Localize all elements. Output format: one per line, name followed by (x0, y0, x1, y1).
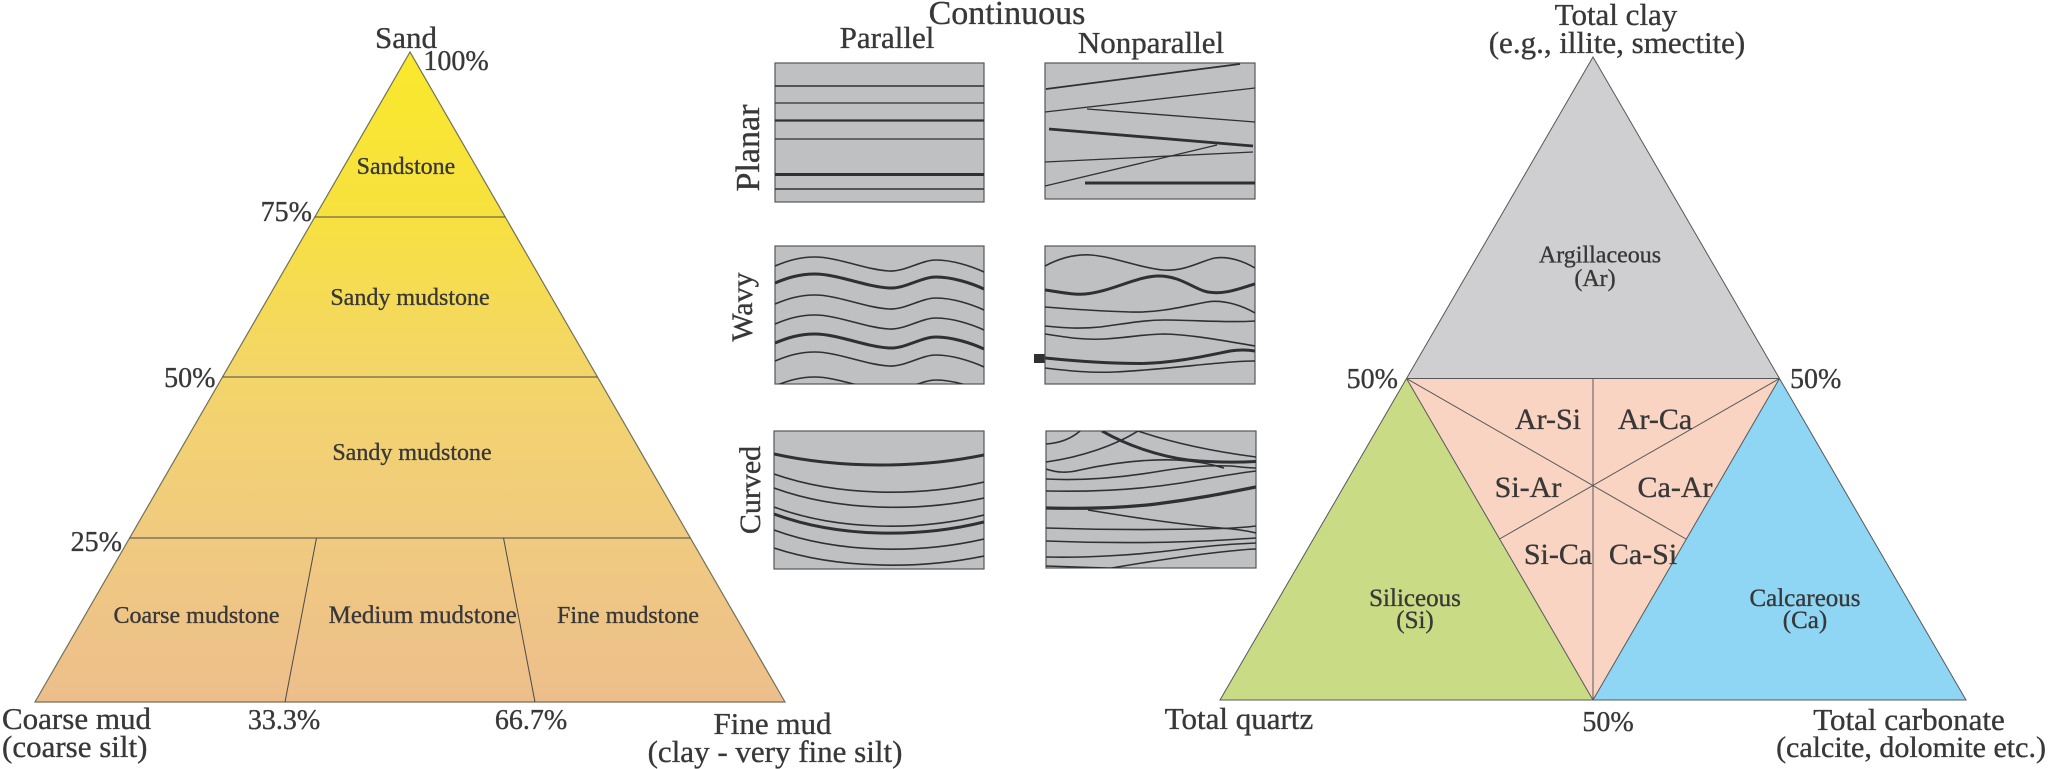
svg-text:Curved: Curved (734, 446, 767, 534)
svg-text:(calcite, dolomite etc.): (calcite, dolomite etc.) (1776, 731, 2046, 764)
svg-text:Nonparallel: Nonparallel (1078, 25, 1224, 60)
svg-text:Coarse mud: Coarse mud (2, 701, 151, 736)
svg-text:(coarse silt): (coarse silt) (2, 729, 147, 764)
svg-text:(Ar): (Ar) (1574, 266, 1615, 292)
svg-text:50%: 50% (1347, 364, 1398, 395)
svg-text:Si-Ca: Si-Ca (1524, 538, 1592, 571)
svg-text:Si-Ar: Si-Ar (1495, 471, 1562, 504)
svg-text:Ar-Ca: Ar-Ca (1618, 403, 1692, 436)
svg-text:(e.g., illite, smectite): (e.g., illite, smectite) (1489, 25, 1746, 60)
svg-text:Ca-Ar: Ca-Ar (1638, 471, 1713, 504)
svg-text:50%: 50% (164, 363, 215, 394)
svg-text:Continuous: Continuous (929, 0, 1086, 32)
svg-text:75%: 75% (261, 197, 312, 228)
svg-text:Medium mudstone: Medium mudstone (329, 602, 517, 629)
svg-text:Argillaceous: Argillaceous (1539, 243, 1661, 269)
svg-text:Fine mud: Fine mud (714, 706, 832, 741)
svg-text:66.7%: 66.7% (495, 705, 567, 736)
svg-text:(clay - very fine silt): (clay - very fine silt) (648, 734, 903, 769)
svg-text:Planar: Planar (730, 104, 767, 192)
svg-text:50%: 50% (1582, 707, 1633, 738)
svg-text:Total clay: Total clay (1555, 0, 1678, 32)
svg-text:Sandstone: Sandstone (357, 154, 456, 180)
svg-text:(Si): (Si) (1396, 607, 1434, 634)
svg-text:Sandy mudstone: Sandy mudstone (330, 285, 489, 311)
svg-text:100%: 100% (423, 46, 488, 77)
svg-text:Total carbonate: Total carbonate (1813, 702, 2004, 737)
svg-text:33.3%: 33.3% (248, 705, 320, 736)
svg-text:Sand: Sand (375, 20, 438, 55)
svg-text:(Ca): (Ca) (1783, 607, 1827, 634)
svg-text:Ar-Si: Ar-Si (1515, 403, 1581, 436)
svg-text:Fine mudstone: Fine mudstone (557, 603, 699, 629)
svg-text:Calcareous: Calcareous (1749, 585, 1860, 612)
svg-text:Siliceous: Siliceous (1369, 585, 1461, 612)
svg-text:Parallel: Parallel (840, 20, 935, 55)
svg-text:50%: 50% (1790, 364, 1841, 395)
svg-text:Sandy mudstone: Sandy mudstone (332, 440, 491, 466)
svg-text:25%: 25% (71, 527, 122, 558)
svg-text:Wavy: Wavy (726, 272, 759, 341)
svg-text:Coarse mudstone: Coarse mudstone (114, 603, 280, 629)
svg-text:Ca-Si: Ca-Si (1609, 538, 1677, 571)
svg-text:Total quartz: Total quartz (1165, 701, 1313, 736)
